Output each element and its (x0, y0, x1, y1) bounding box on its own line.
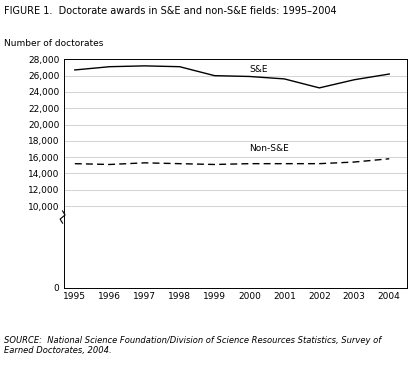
Text: SOURCE:  National Science Foundation/Division of Science Resources Statistics, S: SOURCE: National Science Foundation/Divi… (4, 336, 381, 355)
Text: Number of doctorates: Number of doctorates (4, 39, 103, 48)
Text: S&E: S&E (249, 65, 268, 75)
Text: Non-S&E: Non-S&E (249, 144, 289, 153)
Text: FIGURE 1.  Doctorate awards in S&E and non-S&E fields: 1995–2004: FIGURE 1. Doctorate awards in S&E and no… (4, 6, 337, 16)
